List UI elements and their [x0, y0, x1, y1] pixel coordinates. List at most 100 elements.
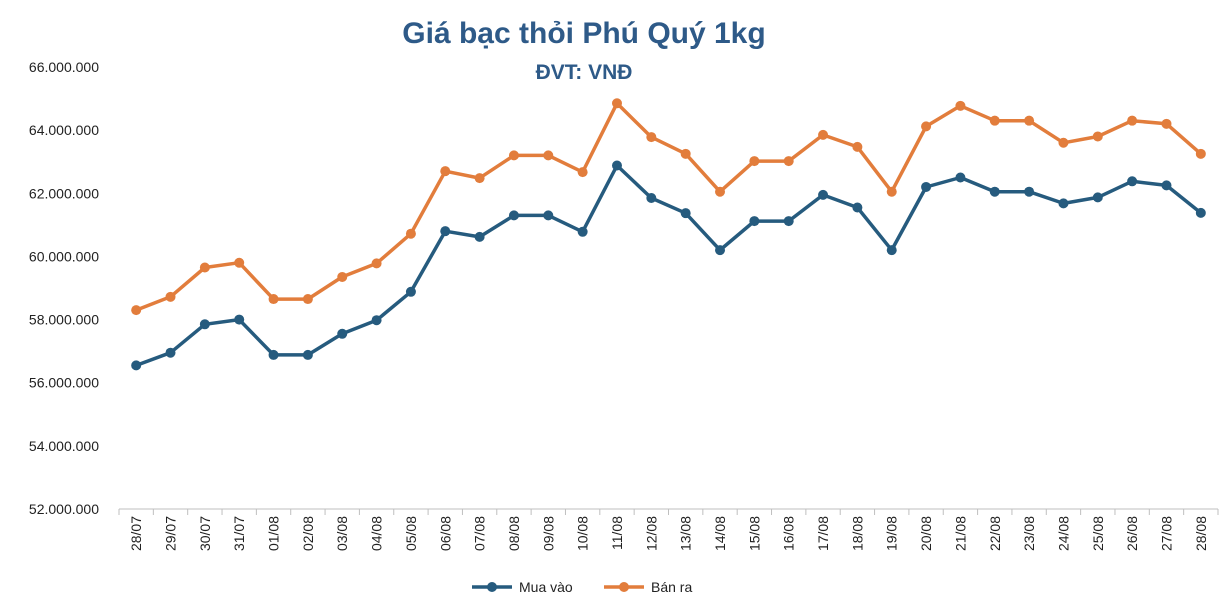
- data-point: [1024, 186, 1035, 197]
- data-point: [749, 216, 760, 227]
- data-point: [371, 315, 382, 326]
- x-tick-label: 19/08: [884, 516, 900, 551]
- x-tick-label: 31/07: [231, 516, 247, 551]
- data-point: [955, 172, 966, 183]
- data-point: [783, 156, 794, 167]
- data-point: [337, 271, 348, 282]
- data-point: [715, 186, 726, 197]
- data-point: [818, 129, 829, 140]
- data-point: [543, 210, 554, 221]
- legend-item: Mua vào: [472, 579, 573, 595]
- data-point: [302, 349, 313, 360]
- data-point: [1195, 148, 1206, 159]
- data-point: [268, 349, 279, 360]
- x-tick-label: 17/08: [815, 516, 831, 551]
- x-tick-label: 14/08: [712, 516, 728, 551]
- y-tick-label: 62.000.000: [29, 185, 99, 201]
- x-tick-label: 23/08: [1021, 516, 1037, 551]
- x-tick-label: 13/08: [678, 516, 694, 551]
- data-point: [611, 160, 622, 171]
- x-tick-label: 05/08: [403, 516, 419, 551]
- data-point: [1161, 118, 1172, 129]
- series-layer: [131, 98, 1206, 371]
- chart-subtitle: ĐVT: VNĐ: [536, 61, 633, 84]
- x-tick-label: 24/08: [1055, 516, 1071, 551]
- data-point: [1058, 198, 1069, 209]
- legend: Mua vào Bán ra: [472, 579, 692, 595]
- data-point: [921, 181, 932, 192]
- data-point: [234, 314, 245, 325]
- data-point: [234, 257, 245, 268]
- data-point: [165, 291, 176, 302]
- data-point: [715, 245, 726, 256]
- data-point: [921, 121, 932, 132]
- data-point: [577, 226, 588, 237]
- x-tick-label: 18/08: [849, 516, 865, 551]
- data-point: [440, 166, 451, 177]
- data-point: [818, 189, 829, 200]
- data-point: [474, 173, 485, 184]
- data-point: [680, 148, 691, 159]
- data-point: [852, 202, 863, 213]
- y-tick-label: 64.000.000: [29, 122, 99, 138]
- legend-label: Mua vào: [519, 579, 573, 595]
- x-tick-label: 25/08: [1090, 516, 1106, 551]
- y-axis: 52.000.000 54.000.000 56.000.000 58.000.000…: [29, 59, 99, 517]
- data-point: [131, 360, 142, 371]
- x-axis: 28/07 29/07 30/07 31/07 01/08 02/08 03/08 04/08…: [118, 508, 1219, 551]
- data-point: [749, 156, 760, 167]
- data-point: [405, 286, 416, 297]
- x-tick-label: 04/08: [369, 516, 385, 551]
- data-point: [474, 231, 485, 242]
- chart-title: Giá bạc thỏi Phú Quý 1kg: [402, 17, 765, 50]
- x-tick-label: 09/08: [540, 516, 556, 551]
- data-point: [440, 226, 451, 237]
- x-tick-label: 28/08: [1193, 516, 1209, 551]
- x-tick-label: 28/07: [128, 516, 144, 551]
- data-point: [989, 115, 1000, 126]
- legend-swatch-marker: [619, 582, 629, 592]
- x-tick-label: 20/08: [918, 516, 934, 551]
- legend-swatch-marker: [487, 582, 497, 592]
- data-point: [1058, 137, 1069, 148]
- series-group: [131, 98, 1206, 316]
- series-line: [134, 163, 1203, 368]
- data-point: [268, 294, 279, 305]
- x-tick-label: 07/08: [472, 516, 488, 551]
- data-point: [337, 328, 348, 339]
- series-group: [131, 160, 1206, 371]
- data-point: [852, 141, 863, 152]
- data-point: [611, 98, 622, 109]
- x-tick-label: 06/08: [437, 516, 453, 551]
- x-tick-label: 02/08: [300, 516, 316, 551]
- data-point: [405, 228, 416, 239]
- y-tick-label: 54.000.000: [29, 438, 99, 454]
- data-point: [646, 193, 657, 204]
- data-point: [955, 100, 966, 111]
- x-tick-label: 03/08: [334, 516, 350, 551]
- legend-item: Bán ra: [604, 579, 692, 595]
- data-point: [646, 132, 657, 143]
- series-line: [134, 101, 1203, 312]
- y-tick-label: 58.000.000: [29, 312, 99, 328]
- data-point: [543, 150, 554, 161]
- data-point: [989, 186, 1000, 197]
- x-tick-label: 30/07: [197, 516, 213, 551]
- x-tick-label: 12/08: [643, 516, 659, 551]
- data-point: [1161, 180, 1172, 191]
- y-tick-label: 66.000.000: [29, 59, 99, 75]
- y-tick-label: 52.000.000: [29, 501, 99, 517]
- legend-label: Bán ra: [651, 579, 692, 595]
- data-point: [199, 262, 210, 273]
- y-tick-label: 56.000.000: [29, 375, 99, 391]
- x-tick-label: 08/08: [506, 516, 522, 551]
- data-point: [131, 305, 142, 316]
- data-point: [1127, 176, 1138, 187]
- data-point: [886, 186, 897, 197]
- data-point: [371, 258, 382, 269]
- data-point: [1092, 192, 1103, 203]
- data-point: [1195, 207, 1206, 218]
- x-tick-label: 16/08: [781, 516, 797, 551]
- y-tick-label: 60.000.000: [29, 248, 99, 264]
